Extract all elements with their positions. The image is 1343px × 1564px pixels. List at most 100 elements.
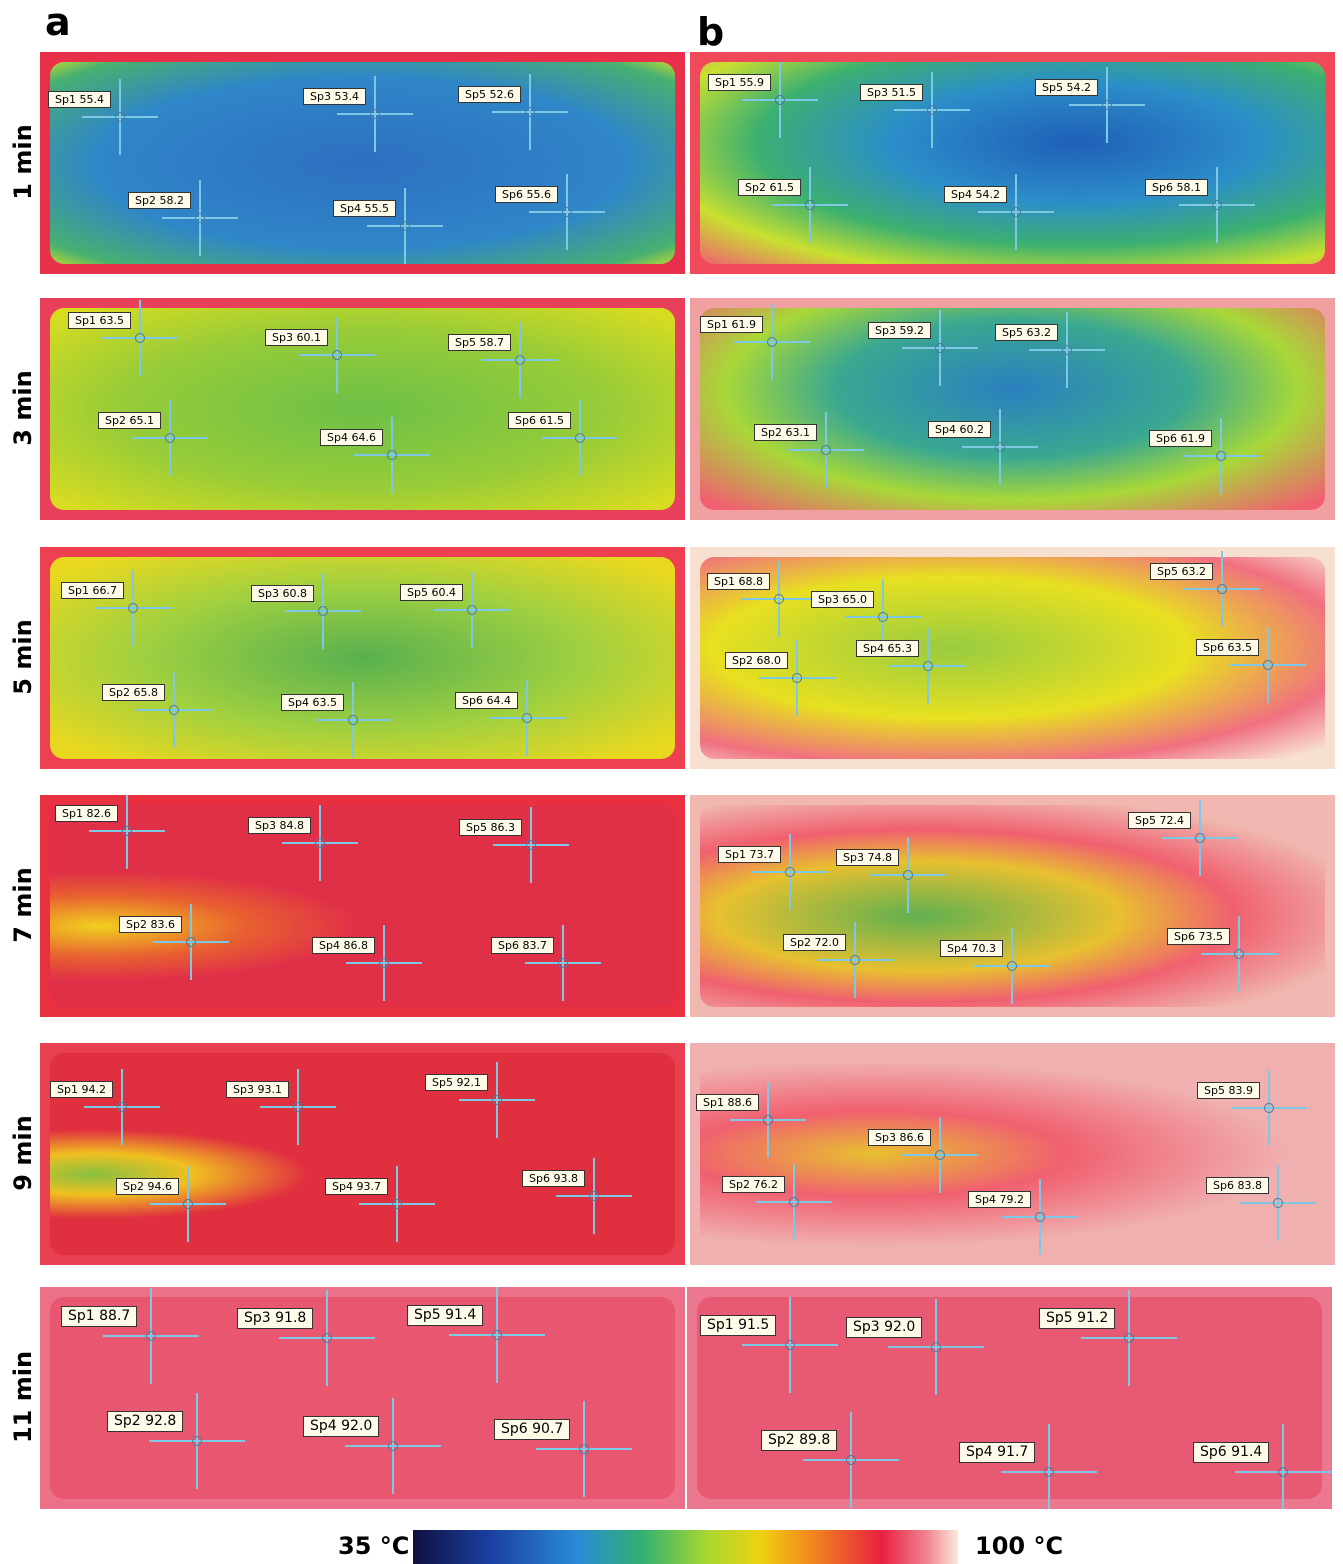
- crosshair-center: [1263, 660, 1273, 670]
- spot-label: Sp2 63.1: [754, 424, 817, 441]
- spot-label: Sp3 65.0: [811, 591, 874, 608]
- crosshair-center: [195, 213, 205, 223]
- crosshair-center: [785, 867, 795, 877]
- spot-label: Sp6 83.7: [491, 937, 554, 954]
- spot-label: Sp1 55.4: [48, 91, 111, 108]
- row-time-label: 9 min: [9, 1043, 37, 1263]
- crosshair-center: [322, 1333, 332, 1343]
- spot-label: Sp3 51.5: [860, 84, 923, 101]
- crosshair-center: [767, 337, 777, 347]
- crosshair-center: [850, 955, 860, 965]
- crosshair-center: [927, 105, 937, 115]
- spot-label: Sp4 55.5: [333, 200, 396, 217]
- thermal-image: Sp1 66.7Sp2 65.8Sp3 60.8Sp4 63.5Sp5 60.4…: [40, 547, 685, 769]
- crosshair-center: [492, 1330, 502, 1340]
- crosshair-center: [1007, 961, 1017, 971]
- spot-label: Sp3 59.2: [868, 322, 931, 339]
- crosshair-center: [1035, 1212, 1045, 1222]
- crosshair-center: [293, 1102, 303, 1112]
- spot-label: Sp2 68.0: [725, 652, 788, 669]
- crosshair-center: [169, 705, 179, 715]
- spot-label: Sp6 64.4: [455, 692, 518, 709]
- spot-label: Sp5 54.2: [1035, 79, 1098, 96]
- crosshair-center: [165, 433, 175, 443]
- crosshair-center: [923, 661, 933, 671]
- spot-label: Sp5 52.6: [458, 86, 521, 103]
- crosshair-center: [878, 612, 888, 622]
- crosshair-center: [1195, 833, 1205, 843]
- crosshair-center: [558, 958, 568, 968]
- crosshair-center: [192, 1436, 202, 1446]
- crosshair-center: [1062, 345, 1072, 355]
- crosshair-center: [1216, 451, 1226, 461]
- thermal-field: [50, 805, 675, 1007]
- crosshair-center: [370, 109, 380, 119]
- crosshair-center: [1212, 200, 1222, 210]
- spot-label: Sp3 84.8: [248, 817, 311, 834]
- crosshair-center: [122, 826, 132, 836]
- spot-label: Sp3 86.6: [868, 1129, 931, 1146]
- thermal-field: [50, 1297, 675, 1499]
- crosshair-center: [183, 1199, 193, 1209]
- crosshair-center: [1124, 1333, 1134, 1343]
- crosshair-center: [318, 606, 328, 616]
- crosshair-center: [146, 1331, 156, 1341]
- crosshair-center: [128, 603, 138, 613]
- crosshair-center: [995, 442, 1005, 452]
- spot-label: Sp5 92.1: [425, 1074, 488, 1091]
- spot-label: Sp1 88.6: [696, 1094, 759, 1111]
- spot-label: Sp2 89.8: [761, 1430, 837, 1451]
- row-time-label: 1 min: [9, 52, 37, 272]
- crosshair-center: [562, 207, 572, 217]
- spot-label: Sp4 79.2: [968, 1191, 1031, 1208]
- spot-label: Sp1 68.8: [707, 573, 770, 590]
- spot-label: Sp2 92.8: [107, 1411, 183, 1432]
- spot-label: Sp4 91.7: [959, 1442, 1035, 1463]
- spot-label: Sp5 63.2: [995, 324, 1058, 341]
- spot-label: Sp1 73.7: [718, 846, 781, 863]
- crosshair-center: [388, 1441, 398, 1451]
- panel-letter: a: [45, 0, 71, 44]
- spot-label: Sp1 61.9: [700, 316, 763, 333]
- spot-label: Sp2 61.5: [738, 179, 801, 196]
- crosshair-center: [332, 350, 342, 360]
- crosshair-center: [1011, 207, 1021, 217]
- spot-label: Sp2 58.2: [128, 192, 191, 209]
- thermal-field: [50, 1053, 675, 1255]
- spot-label: Sp1 82.6: [55, 805, 118, 822]
- spot-label: Sp3 92.0: [846, 1317, 922, 1338]
- spot-label: Sp3 74.8: [836, 849, 899, 866]
- thermal-image: Sp1 88.6Sp2 76.2Sp3 86.6Sp4 79.2Sp5 83.9…: [690, 1043, 1335, 1265]
- spot-label: Sp6 90.7: [494, 1419, 570, 1440]
- spot-label: Sp6 83.8: [1206, 1177, 1269, 1194]
- crosshair-center: [186, 937, 196, 947]
- spot-label: Sp4 65.3: [856, 640, 919, 657]
- crosshair-center: [315, 838, 325, 848]
- colorbar: [413, 1530, 958, 1564]
- spot-label: Sp5 72.4: [1128, 812, 1191, 829]
- crosshair-center: [1234, 949, 1244, 959]
- thermal-image: Sp1 68.8Sp2 68.0Sp3 65.0Sp4 65.3Sp5 63.2…: [690, 547, 1335, 769]
- spot-label: Sp3 60.8: [251, 585, 314, 602]
- crosshair-center: [785, 1340, 795, 1350]
- crosshair-center: [117, 1102, 127, 1112]
- crosshair-center: [805, 200, 815, 210]
- row-time-label: 11 min: [9, 1287, 37, 1507]
- crosshair-center: [1273, 1198, 1283, 1208]
- thermal-field: [700, 62, 1325, 264]
- spot-label: Sp4 92.0: [303, 1416, 379, 1437]
- crosshair-center: [379, 958, 389, 968]
- crosshair-center: [522, 713, 532, 723]
- spot-label: Sp2 94.6: [116, 1178, 179, 1195]
- panel-letter: b: [697, 10, 724, 54]
- spot-label: Sp6 61.9: [1149, 430, 1212, 447]
- crosshair-center: [846, 1455, 856, 1465]
- spot-label: Sp5 91.4: [407, 1305, 483, 1326]
- spot-label: Sp2 72.0: [783, 934, 846, 951]
- spot-label: Sp1 55.9: [708, 74, 771, 91]
- crosshair-center: [903, 870, 913, 880]
